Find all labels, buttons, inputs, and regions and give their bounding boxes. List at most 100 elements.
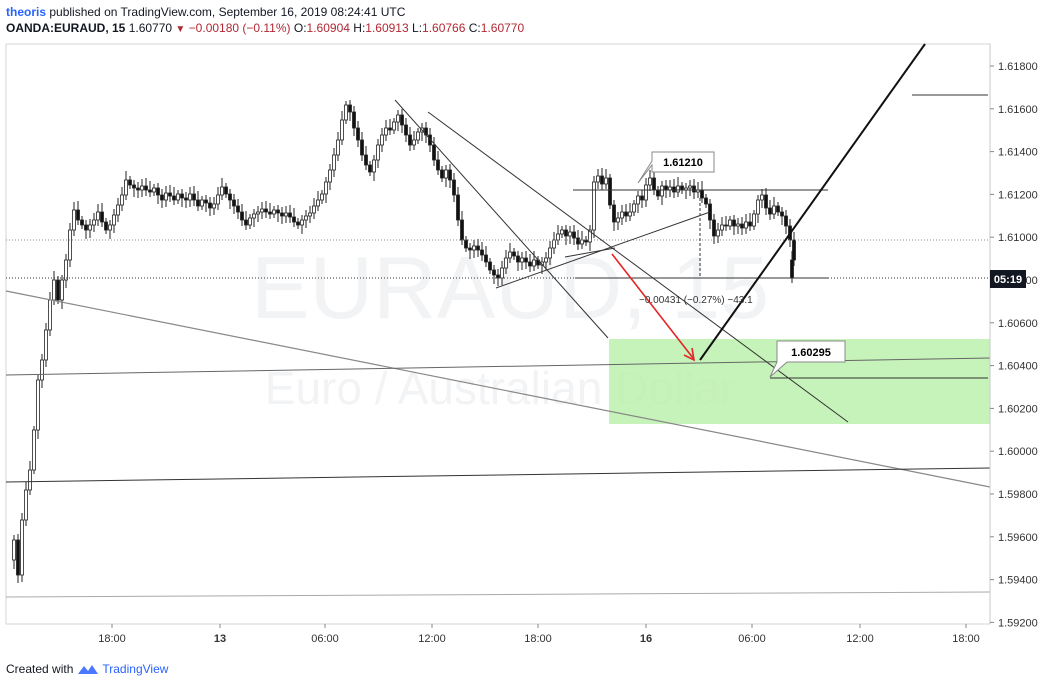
y-axis[interactable]: 1.618001.616001.614001.612001.610001.608… <box>990 61 1038 629</box>
label-high-callout[interactable]: 1.61210 <box>637 151 715 184</box>
candle-body <box>372 159 376 173</box>
candle-body <box>144 185 148 191</box>
candle-body <box>348 104 352 113</box>
label-high-text: 1.61210 <box>663 157 703 169</box>
trendline-channel-a[interactable] <box>394 99 609 339</box>
author-name[interactable]: theoris <box>6 5 47 19</box>
tradingview-brand[interactable]: TradingView <box>102 662 169 676</box>
candle-body <box>260 208 264 213</box>
triangle-lower-ext[interactable] <box>564 247 616 258</box>
candle-body <box>676 185 680 193</box>
measure-text: −0.00431 (−0.27%) −43.1 <box>639 295 753 306</box>
candle-body <box>760 194 764 201</box>
x-tick-label: 06:00 <box>738 633 766 645</box>
publish-info: theoris published on TradingView.com, Se… <box>6 5 405 19</box>
candle-body <box>776 205 780 213</box>
candle-body <box>176 193 180 201</box>
candle-body <box>484 254 488 263</box>
low-value: 1.60766 <box>422 21 466 35</box>
candle-body <box>428 134 432 146</box>
candle-body <box>516 255 520 263</box>
candle-body <box>264 208 268 213</box>
open-value: 1.60904 <box>306 21 350 35</box>
trendline-flat-lower[interactable] <box>5 467 991 483</box>
candle-body <box>24 489 28 521</box>
candle-body <box>360 139 364 156</box>
candle-body <box>28 469 32 491</box>
y-tick-label: 1.60400 <box>998 361 1038 373</box>
candle-body <box>404 124 408 136</box>
candle-body <box>720 224 724 231</box>
candle-body <box>56 279 60 301</box>
candle-body <box>680 185 684 191</box>
candle-body <box>716 229 720 237</box>
candle-body <box>232 199 236 207</box>
plot-area[interactable] <box>5 43 991 625</box>
candle-body <box>136 187 140 191</box>
candle-body <box>352 111 356 129</box>
y-tick-label: 1.61600 <box>998 104 1038 116</box>
drawing-tools[interactable] <box>5 43 991 598</box>
candle-body <box>652 177 656 191</box>
candle-body <box>464 239 468 249</box>
trendline-long-down[interactable] <box>5 290 991 488</box>
candle-body <box>320 193 324 201</box>
candle-body <box>316 199 320 207</box>
candle-body <box>212 203 216 209</box>
projection-line[interactable] <box>699 43 926 361</box>
candle-body <box>636 195 640 205</box>
candle-body <box>148 189 152 193</box>
candle-body <box>236 205 240 213</box>
candle-body <box>140 185 144 191</box>
candle-body <box>180 193 184 199</box>
candle-body <box>660 185 664 197</box>
y-tick-label: 1.61400 <box>998 147 1038 159</box>
candle-body <box>448 169 452 181</box>
x-tick-label: 18:00 <box>524 633 552 645</box>
candle-body <box>184 197 188 201</box>
price-chart[interactable]: EURAUD, 15 Euro / Australian Dollar 1.61… <box>0 0 1053 660</box>
x-axis[interactable]: 18:00 13 06:00 12:00 18:00 16 06:00 12:00 18:00 <box>98 624 980 645</box>
trendline-bottom[interactable] <box>5 591 991 598</box>
candle-body <box>620 211 624 219</box>
candle-body <box>244 219 248 226</box>
candle-body <box>416 131 420 141</box>
candle-body <box>172 195 176 201</box>
candle-body <box>596 175 600 183</box>
price-badge-text: 05:19 <box>994 274 1022 286</box>
candle-body <box>700 189 704 199</box>
close-value: 1.60770 <box>480 21 525 35</box>
candle-body <box>300 219 304 226</box>
candle-body <box>12 539 16 561</box>
candle-body <box>784 215 788 227</box>
y-tick-label: 1.60000 <box>998 446 1038 458</box>
candle-body <box>340 119 344 141</box>
candle-body <box>192 193 196 201</box>
candle-body <box>704 197 708 205</box>
y-tick-label: 1.59200 <box>998 617 1038 629</box>
high-value: 1.60913 <box>365 21 409 35</box>
candle-body <box>188 193 192 201</box>
candle-body <box>544 257 548 263</box>
candle-body <box>584 239 588 243</box>
candle-body <box>568 231 572 237</box>
callout-box <box>637 151 715 184</box>
candle-body <box>220 186 224 196</box>
x-tick-label: 12:00 <box>846 633 874 645</box>
candle-body <box>728 219 732 227</box>
symbol-name: OANDA:EURAUD, 15 <box>6 21 126 35</box>
red-arrow-head-icon[interactable] <box>683 347 696 362</box>
candle-body <box>600 175 604 185</box>
candle-body <box>240 211 244 221</box>
red-arrow-line[interactable] <box>611 253 694 359</box>
candle-body <box>712 219 716 237</box>
published-text: published on TradingView.com, September … <box>49 5 406 19</box>
candle-body <box>252 213 256 219</box>
candle-body <box>248 217 252 226</box>
candle-body <box>296 221 300 226</box>
label-target-callout[interactable]: 1.60295 <box>769 340 846 378</box>
candle-body <box>328 169 332 183</box>
high-label: H: <box>353 21 366 35</box>
candle-body <box>768 207 772 215</box>
candle-body <box>744 221 748 229</box>
